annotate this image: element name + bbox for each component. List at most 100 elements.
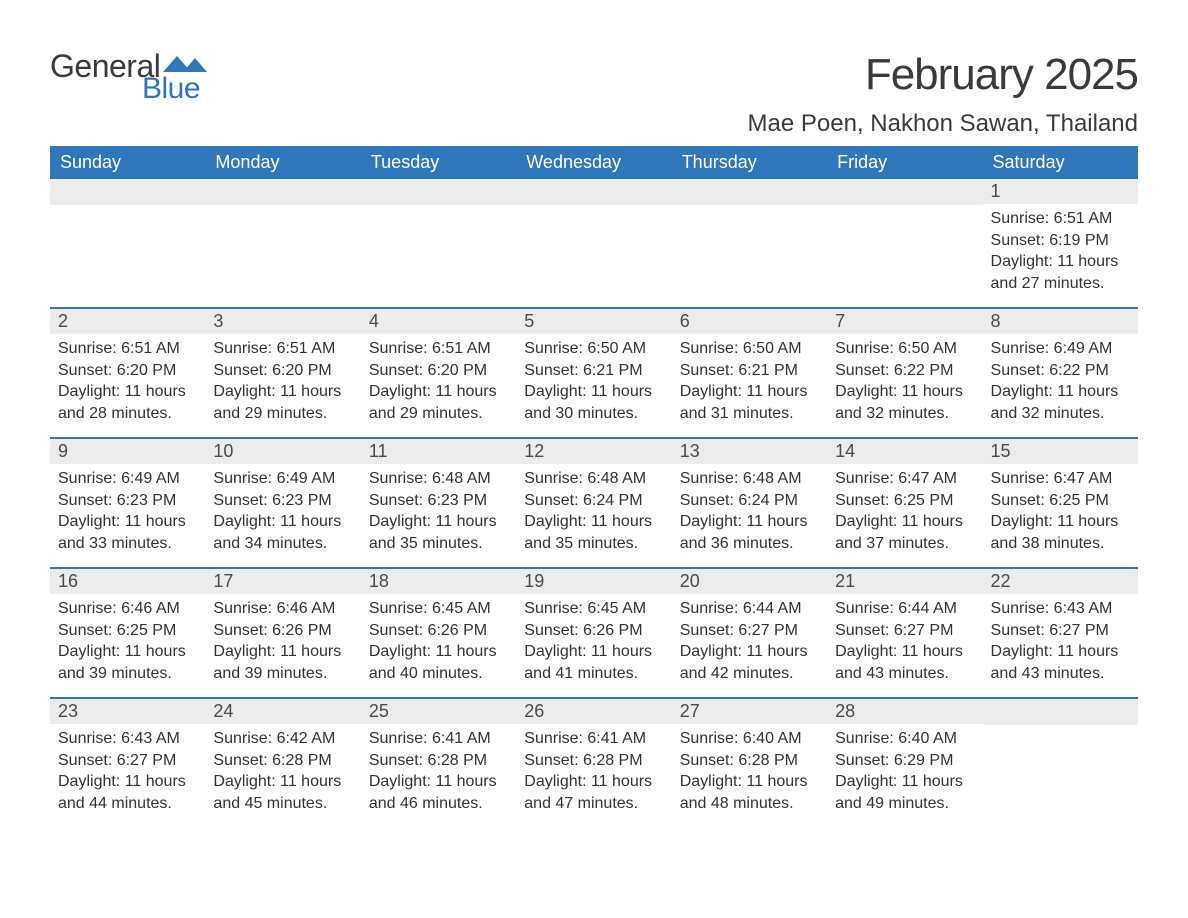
sunset-text: Sunset: 6:20 PM	[58, 360, 197, 382]
day-number: 14	[827, 439, 982, 464]
calendar-cell: 24Sunrise: 6:42 AMSunset: 6:28 PMDayligh…	[205, 699, 360, 827]
calendar-cell: 28Sunrise: 6:40 AMSunset: 6:29 PMDayligh…	[827, 699, 982, 827]
daylight-text: Daylight: 11 hours and 30 minutes.	[524, 381, 663, 424]
location-text: Mae Poen, Nakhon Sawan, Thailand	[748, 110, 1138, 138]
daylight-text: Daylight: 11 hours and 31 minutes.	[680, 381, 819, 424]
weekday-header: Saturday	[983, 146, 1138, 179]
daylight-text: Daylight: 11 hours and 36 minutes.	[680, 511, 819, 554]
daylight-text: Daylight: 11 hours and 35 minutes.	[524, 511, 663, 554]
day-number: 23	[50, 699, 205, 724]
day-number	[361, 179, 516, 205]
calendar-week: 23Sunrise: 6:43 AMSunset: 6:27 PMDayligh…	[50, 697, 1138, 827]
calendar-cell: 21Sunrise: 6:44 AMSunset: 6:27 PMDayligh…	[827, 569, 982, 697]
day-number: 28	[827, 699, 982, 724]
weekday-header: Wednesday	[516, 146, 671, 179]
sunrise-text: Sunrise: 6:50 AM	[680, 338, 819, 360]
title-block: February 2025 Mae Poen, Nakhon Sawan, Th…	[748, 50, 1138, 138]
sunrise-text: Sunrise: 6:45 AM	[524, 598, 663, 620]
daylight-text: Daylight: 11 hours and 35 minutes.	[369, 511, 508, 554]
sunset-text: Sunset: 6:24 PM	[680, 490, 819, 512]
sunset-text: Sunset: 6:25 PM	[991, 490, 1130, 512]
sunset-text: Sunset: 6:24 PM	[524, 490, 663, 512]
calendar-cell: 14Sunrise: 6:47 AMSunset: 6:25 PMDayligh…	[827, 439, 982, 567]
sunset-text: Sunset: 6:29 PM	[835, 750, 974, 772]
day-details: Sunrise: 6:43 AMSunset: 6:27 PMDaylight:…	[50, 724, 205, 824]
day-details: Sunrise: 6:49 AMSunset: 6:23 PMDaylight:…	[50, 464, 205, 564]
sunrise-text: Sunrise: 6:42 AM	[213, 728, 352, 750]
sunset-text: Sunset: 6:28 PM	[213, 750, 352, 772]
sunrise-text: Sunrise: 6:51 AM	[991, 208, 1130, 230]
daylight-text: Daylight: 11 hours and 46 minutes.	[369, 771, 508, 814]
day-number: 17	[205, 569, 360, 594]
sunrise-text: Sunrise: 6:43 AM	[991, 598, 1130, 620]
sunrise-text: Sunrise: 6:46 AM	[213, 598, 352, 620]
sunrise-text: Sunrise: 6:41 AM	[524, 728, 663, 750]
calendar-cell	[827, 179, 982, 307]
day-number: 26	[516, 699, 671, 724]
day-details: Sunrise: 6:43 AMSunset: 6:27 PMDaylight:…	[983, 594, 1138, 694]
day-details: Sunrise: 6:46 AMSunset: 6:25 PMDaylight:…	[50, 594, 205, 694]
day-number: 16	[50, 569, 205, 594]
day-details: Sunrise: 6:49 AMSunset: 6:22 PMDaylight:…	[983, 334, 1138, 434]
sunrise-text: Sunrise: 6:51 AM	[58, 338, 197, 360]
calendar: Sunday Monday Tuesday Wednesday Thursday…	[50, 146, 1138, 827]
sunset-text: Sunset: 6:25 PM	[58, 620, 197, 642]
day-number: 19	[516, 569, 671, 594]
day-number: 12	[516, 439, 671, 464]
daylight-text: Daylight: 11 hours and 48 minutes.	[680, 771, 819, 814]
sunset-text: Sunset: 6:23 PM	[369, 490, 508, 512]
sunset-text: Sunset: 6:26 PM	[369, 620, 508, 642]
sunset-text: Sunset: 6:23 PM	[58, 490, 197, 512]
sunrise-text: Sunrise: 6:40 AM	[835, 728, 974, 750]
sunrise-text: Sunrise: 6:45 AM	[369, 598, 508, 620]
day-details: Sunrise: 6:42 AMSunset: 6:28 PMDaylight:…	[205, 724, 360, 824]
weekday-header: Monday	[205, 146, 360, 179]
daylight-text: Daylight: 11 hours and 49 minutes.	[835, 771, 974, 814]
calendar-week: 2Sunrise: 6:51 AMSunset: 6:20 PMDaylight…	[50, 307, 1138, 437]
calendar-cell: 2Sunrise: 6:51 AMSunset: 6:20 PMDaylight…	[50, 309, 205, 437]
day-number	[827, 179, 982, 205]
sunrise-text: Sunrise: 6:47 AM	[991, 468, 1130, 490]
daylight-text: Daylight: 11 hours and 38 minutes.	[991, 511, 1130, 554]
day-number: 15	[983, 439, 1138, 464]
day-details: Sunrise: 6:40 AMSunset: 6:29 PMDaylight:…	[827, 724, 982, 824]
day-number: 1	[983, 179, 1138, 204]
day-details: Sunrise: 6:48 AMSunset: 6:24 PMDaylight:…	[672, 464, 827, 564]
sunrise-text: Sunrise: 6:44 AM	[680, 598, 819, 620]
calendar-cell: 8Sunrise: 6:49 AMSunset: 6:22 PMDaylight…	[983, 309, 1138, 437]
day-details: Sunrise: 6:41 AMSunset: 6:28 PMDaylight:…	[361, 724, 516, 824]
day-details: Sunrise: 6:41 AMSunset: 6:28 PMDaylight:…	[516, 724, 671, 824]
calendar-cell: 11Sunrise: 6:48 AMSunset: 6:23 PMDayligh…	[361, 439, 516, 567]
calendar-cell: 1Sunrise: 6:51 AMSunset: 6:19 PMDaylight…	[983, 179, 1138, 307]
day-number: 18	[361, 569, 516, 594]
calendar-cell: 7Sunrise: 6:50 AMSunset: 6:22 PMDaylight…	[827, 309, 982, 437]
day-number: 6	[672, 309, 827, 334]
day-number: 27	[672, 699, 827, 724]
calendar-cell: 6Sunrise: 6:50 AMSunset: 6:21 PMDaylight…	[672, 309, 827, 437]
day-number: 9	[50, 439, 205, 464]
sunset-text: Sunset: 6:28 PM	[524, 750, 663, 772]
sunrise-text: Sunrise: 6:40 AM	[680, 728, 819, 750]
calendar-cell: 13Sunrise: 6:48 AMSunset: 6:24 PMDayligh…	[672, 439, 827, 567]
sunrise-text: Sunrise: 6:50 AM	[835, 338, 974, 360]
sunset-text: Sunset: 6:19 PM	[991, 230, 1130, 252]
day-details: Sunrise: 6:50 AMSunset: 6:22 PMDaylight:…	[827, 334, 982, 434]
weekday-header: Friday	[827, 146, 982, 179]
day-number: 21	[827, 569, 982, 594]
page-header: General Blue February 2025 Mae Poen, Nak…	[50, 50, 1138, 138]
day-number: 22	[983, 569, 1138, 594]
day-number: 7	[827, 309, 982, 334]
day-number: 13	[672, 439, 827, 464]
sunset-text: Sunset: 6:27 PM	[680, 620, 819, 642]
calendar-cell: 22Sunrise: 6:43 AMSunset: 6:27 PMDayligh…	[983, 569, 1138, 697]
daylight-text: Daylight: 11 hours and 29 minutes.	[369, 381, 508, 424]
day-number: 11	[361, 439, 516, 464]
day-details: Sunrise: 6:51 AMSunset: 6:20 PMDaylight:…	[50, 334, 205, 434]
day-number	[983, 699, 1138, 725]
sunrise-text: Sunrise: 6:43 AM	[58, 728, 197, 750]
day-details: Sunrise: 6:50 AMSunset: 6:21 PMDaylight:…	[672, 334, 827, 434]
sunrise-text: Sunrise: 6:51 AM	[213, 338, 352, 360]
sunrise-text: Sunrise: 6:47 AM	[835, 468, 974, 490]
day-details: Sunrise: 6:48 AMSunset: 6:24 PMDaylight:…	[516, 464, 671, 564]
weekday-header: Thursday	[672, 146, 827, 179]
